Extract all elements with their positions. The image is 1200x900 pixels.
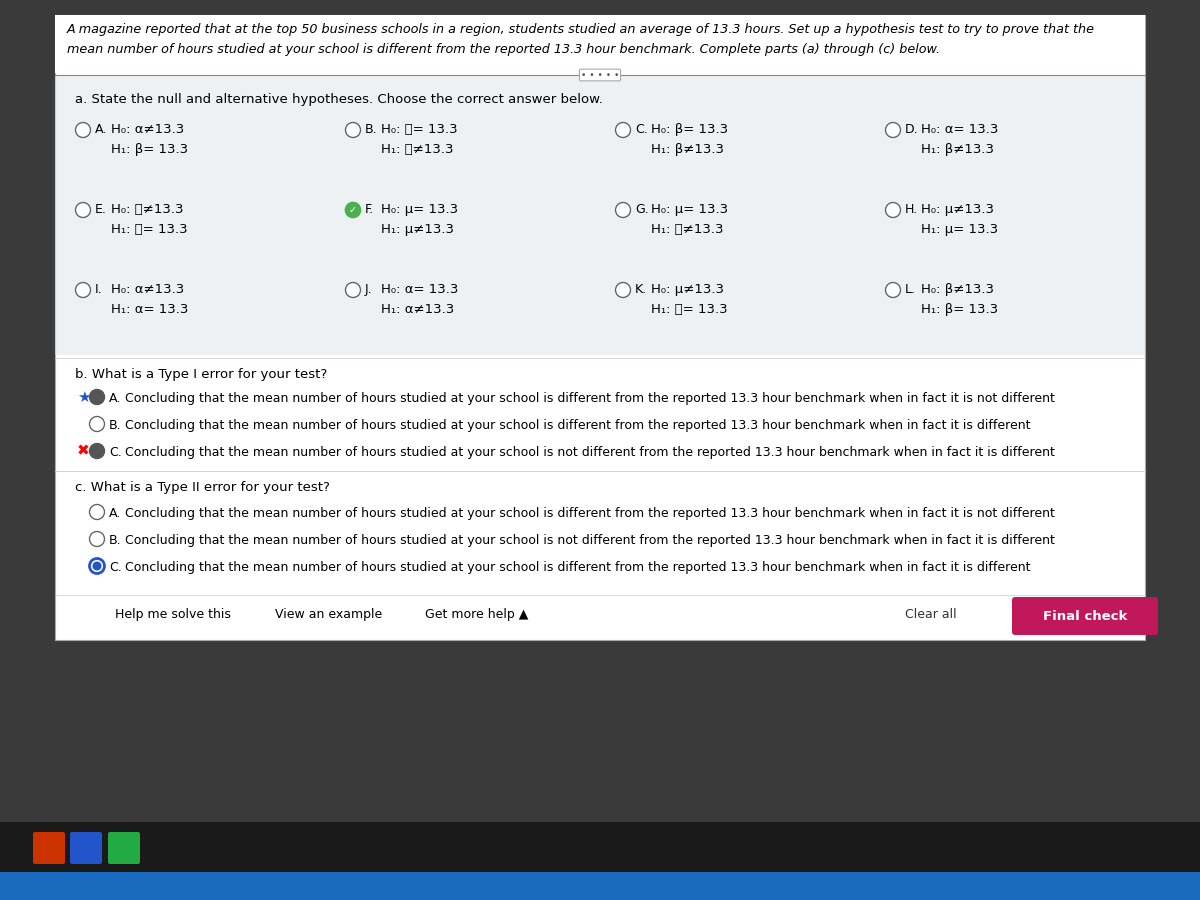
Text: A.: A.: [95, 123, 107, 136]
FancyBboxPatch shape: [55, 15, 1145, 73]
Text: Concluding that the mean number of hours studied at your school is not different: Concluding that the mean number of hours…: [125, 446, 1055, 459]
Text: H₀: α≠13.3: H₀: α≠13.3: [112, 283, 185, 296]
Text: I.: I.: [95, 283, 103, 296]
Text: H₁: β≠13.3: H₁: β≠13.3: [650, 143, 724, 156]
Text: H₀: α= 13.3: H₀: α= 13.3: [922, 123, 998, 136]
Text: Help me solve this: Help me solve this: [115, 608, 230, 621]
Circle shape: [90, 390, 104, 404]
Text: B.: B.: [109, 534, 121, 547]
Circle shape: [90, 532, 104, 546]
Text: Clear all: Clear all: [905, 608, 956, 621]
Text: ★: ★: [77, 390, 91, 404]
Text: • • • • •: • • • • •: [581, 70, 619, 79]
Text: ✓: ✓: [349, 205, 358, 215]
Circle shape: [346, 202, 360, 218]
Circle shape: [616, 122, 630, 138]
Circle shape: [90, 559, 104, 573]
Text: G.: G.: [635, 203, 649, 216]
Circle shape: [90, 417, 104, 431]
Circle shape: [616, 283, 630, 298]
Text: H₁: α≠13.3: H₁: α≠13.3: [382, 303, 455, 316]
Circle shape: [76, 202, 90, 218]
Text: H₁: α= 13.3: H₁: α= 13.3: [112, 303, 188, 316]
Text: H₁: μ= 13.3: H₁: μ= 13.3: [922, 223, 998, 236]
Text: C.: C.: [109, 561, 121, 574]
Text: A.: A.: [109, 507, 121, 520]
Text: B.: B.: [109, 419, 121, 432]
Circle shape: [886, 283, 900, 298]
Text: H₁: ᶋ= 13.3: H₁: ᶋ= 13.3: [650, 303, 727, 316]
Text: H₁: β≠13.3: H₁: β≠13.3: [922, 143, 994, 156]
FancyBboxPatch shape: [55, 75, 1145, 355]
Text: H₁: ᶋ= 13.3: H₁: ᶋ= 13.3: [112, 223, 187, 236]
Text: H₀: ᶋ≠13.3: H₀: ᶋ≠13.3: [112, 203, 184, 216]
Circle shape: [90, 505, 104, 519]
Text: C.: C.: [635, 123, 648, 136]
Circle shape: [346, 283, 360, 298]
Text: A.: A.: [109, 392, 121, 405]
Text: Concluding that the mean number of hours studied at your school is different fro: Concluding that the mean number of hours…: [125, 561, 1031, 574]
FancyBboxPatch shape: [0, 640, 1200, 900]
Text: H₀: α= 13.3: H₀: α= 13.3: [382, 283, 458, 296]
Text: C.: C.: [109, 446, 121, 459]
Text: J.: J.: [365, 283, 373, 296]
Text: H₀: β= 13.3: H₀: β= 13.3: [650, 123, 728, 136]
Text: K.: K.: [635, 283, 647, 296]
FancyBboxPatch shape: [70, 832, 102, 864]
Text: H₁: β= 13.3: H₁: β= 13.3: [112, 143, 188, 156]
Circle shape: [346, 122, 360, 138]
Text: H₀: μ= 13.3: H₀: μ= 13.3: [382, 203, 458, 216]
FancyBboxPatch shape: [108, 832, 140, 864]
FancyBboxPatch shape: [34, 832, 65, 864]
Text: H₀: ᶋ= 13.3: H₀: ᶋ= 13.3: [382, 123, 457, 136]
Text: Concluding that the mean number of hours studied at your school is different fro: Concluding that the mean number of hours…: [125, 419, 1031, 432]
Text: D.: D.: [905, 123, 919, 136]
Circle shape: [886, 122, 900, 138]
FancyBboxPatch shape: [0, 0, 55, 900]
Text: E.: E.: [95, 203, 107, 216]
FancyBboxPatch shape: [55, 15, 1145, 640]
Text: mean number of hours studied at your school is different from the reported 13.3 : mean number of hours studied at your sch…: [67, 43, 940, 56]
Text: View an example: View an example: [275, 608, 383, 621]
Text: Concluding that the mean number of hours studied at your school is different fro: Concluding that the mean number of hours…: [125, 392, 1055, 405]
Text: H₁: ᶋ≠13.3: H₁: ᶋ≠13.3: [382, 143, 454, 156]
Text: Get more help ▲: Get more help ▲: [425, 608, 528, 621]
Text: Final check: Final check: [1043, 609, 1127, 623]
Text: H₁: ᶋ≠13.3: H₁: ᶋ≠13.3: [650, 223, 724, 236]
Text: H₀: μ≠13.3: H₀: μ≠13.3: [922, 203, 994, 216]
FancyBboxPatch shape: [0, 872, 1200, 900]
Text: c. What is a Type II error for your test?: c. What is a Type II error for your test…: [74, 481, 330, 494]
Text: Concluding that the mean number of hours studied at your school is different fro: Concluding that the mean number of hours…: [125, 507, 1055, 520]
Circle shape: [76, 122, 90, 138]
Text: H.: H.: [905, 203, 918, 216]
Circle shape: [90, 444, 104, 458]
Circle shape: [886, 202, 900, 218]
Text: H₁: μ≠13.3: H₁: μ≠13.3: [382, 223, 454, 236]
Circle shape: [92, 562, 102, 571]
FancyBboxPatch shape: [1012, 597, 1158, 635]
Text: ✖: ✖: [77, 444, 90, 458]
Text: H₀: μ≠13.3: H₀: μ≠13.3: [650, 283, 724, 296]
Circle shape: [76, 283, 90, 298]
FancyBboxPatch shape: [0, 822, 1200, 872]
Text: Concluding that the mean number of hours studied at your school is not different: Concluding that the mean number of hours…: [125, 534, 1055, 547]
Text: H₁: β= 13.3: H₁: β= 13.3: [922, 303, 998, 316]
FancyBboxPatch shape: [1145, 0, 1200, 900]
Text: H₀: μ= 13.3: H₀: μ= 13.3: [650, 203, 728, 216]
Text: b. What is a Type I error for your test?: b. What is a Type I error for your test?: [74, 368, 328, 381]
Text: F.: F.: [365, 203, 374, 216]
Text: L.: L.: [905, 283, 916, 296]
Text: H₀: α≠13.3: H₀: α≠13.3: [112, 123, 185, 136]
Circle shape: [616, 202, 630, 218]
Text: H₀: β≠13.3: H₀: β≠13.3: [922, 283, 994, 296]
Text: a. State the null and alternative hypotheses. Choose the correct answer below.: a. State the null and alternative hypoth…: [74, 93, 602, 106]
Text: B.: B.: [365, 123, 378, 136]
Text: A magazine reported that at the top 50 business schools in a region, students st: A magazine reported that at the top 50 b…: [67, 23, 1096, 36]
